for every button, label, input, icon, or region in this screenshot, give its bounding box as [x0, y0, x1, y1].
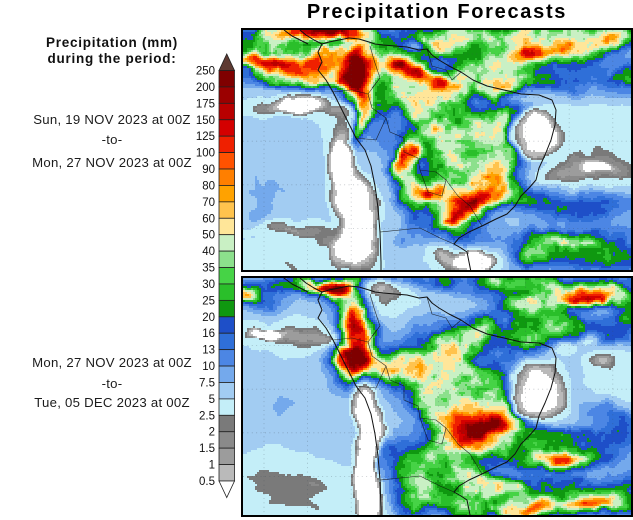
- svg-text:20: 20: [202, 312, 215, 324]
- svg-text:125: 125: [196, 131, 215, 143]
- svg-text:80: 80: [202, 180, 215, 192]
- svg-text:30: 30: [202, 279, 215, 291]
- svg-text:25: 25: [202, 295, 215, 307]
- svg-text:50: 50: [202, 230, 215, 242]
- svg-text:100: 100: [196, 148, 215, 160]
- svg-text:2.5: 2.5: [199, 410, 215, 422]
- svg-text:40: 40: [202, 246, 215, 258]
- svg-text:150: 150: [196, 115, 215, 127]
- svg-text:16: 16: [202, 328, 215, 340]
- svg-text:2: 2: [209, 427, 215, 439]
- svg-text:90: 90: [202, 164, 215, 176]
- svg-text:200: 200: [196, 82, 215, 94]
- svg-text:60: 60: [202, 213, 215, 225]
- svg-text:35: 35: [202, 263, 215, 275]
- svg-text:250: 250: [196, 66, 215, 78]
- svg-text:1: 1: [209, 460, 215, 472]
- svg-text:1.5: 1.5: [199, 443, 215, 455]
- svg-text:10: 10: [202, 361, 215, 373]
- svg-text:175: 175: [196, 98, 215, 110]
- svg-text:7.5: 7.5: [199, 377, 215, 389]
- svg-text:5: 5: [209, 394, 215, 406]
- svg-text:13: 13: [202, 345, 215, 357]
- svg-text:70: 70: [202, 197, 215, 209]
- svg-text:0.5: 0.5: [199, 476, 215, 488]
